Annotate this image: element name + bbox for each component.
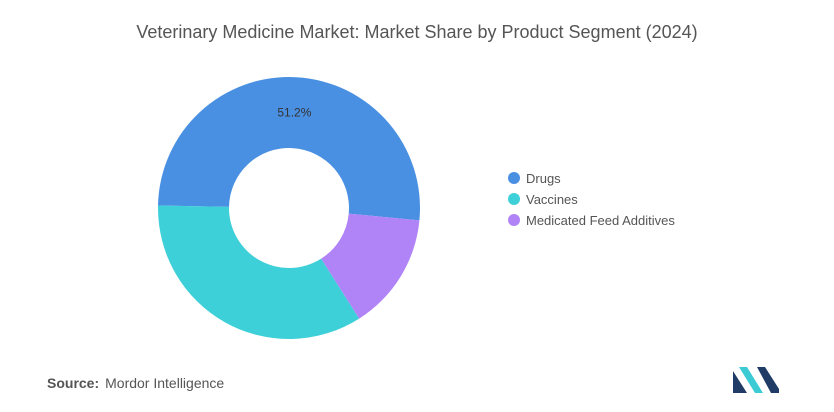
legend-label-drugs: Drugs xyxy=(526,170,561,186)
logo-shape-mid xyxy=(739,367,763,393)
legend-swatch-medicated-feed-additives xyxy=(508,214,520,226)
legend-item-vaccines: Vaccines xyxy=(508,189,675,209)
source-name: Mordor Intelligence xyxy=(105,375,225,391)
source-note: Source: Mordor Intelligence xyxy=(47,375,224,391)
source-label: Source: xyxy=(47,375,100,391)
logo-shape-right xyxy=(757,367,779,393)
slice-medicated-feed-additives xyxy=(321,213,420,319)
chart-title: Veterinary Medicine Market: Market Share… xyxy=(136,22,698,42)
mordor-intelligence-logo-icon xyxy=(733,367,779,393)
legend-swatch-drugs xyxy=(508,172,520,184)
legend-swatch-vaccines xyxy=(508,193,520,205)
logo-shape-left xyxy=(733,371,747,393)
slice-vaccines xyxy=(158,205,360,339)
legend-label-medicated-feed-additives: Medicated Feed Additives xyxy=(526,212,675,228)
legend-item-medicated-feed-additives: Medicated Feed Additives xyxy=(508,210,675,230)
legend-item-drugs: Drugs xyxy=(508,168,675,188)
chart-legend: Drugs Vaccines Medicated Feed Additives xyxy=(508,168,675,231)
slice-drugs xyxy=(158,76,421,221)
data-label-drugs: 51.2% xyxy=(277,106,311,120)
legend-label-vaccines: Vaccines xyxy=(526,191,578,207)
